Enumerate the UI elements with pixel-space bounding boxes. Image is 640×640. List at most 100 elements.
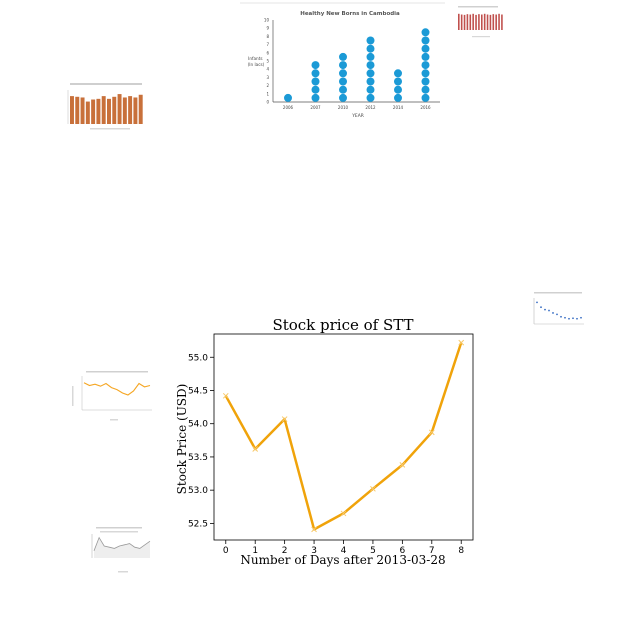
dot-chart-ylabel: Infants (In lacs): [248, 56, 265, 67]
brown-bar: [138, 94, 143, 124]
blue-scatter-svg: [533, 292, 584, 325]
red-bar-chart-title-glyph: [458, 6, 498, 8]
stock-price-marker-stroke: [281, 416, 288, 422]
stock-price-point: [399, 462, 406, 468]
dot-chart-dot: [421, 44, 430, 53]
dot-chart-dot: [366, 77, 375, 86]
dot-chart-dot: [311, 85, 320, 94]
orange-line-series: [83, 382, 151, 396]
blue-scatter-point: [576, 317, 578, 320]
main-chart-marks: [222, 339, 465, 533]
stock-price-point: [222, 392, 229, 399]
brown-bar: [75, 96, 80, 124]
stock-price-point: [370, 485, 376, 492]
x-tick-label: 5: [370, 546, 376, 556]
stock-price-marker-stroke: [399, 462, 406, 468]
dot-chart-x-tick-label: 2012: [365, 105, 376, 110]
red-bar-chart-svg: [458, 6, 503, 38]
dot-chart-dot: [311, 77, 320, 86]
brown-bar-chart-title-glyph: [70, 83, 142, 85]
x-tick-label: 3: [311, 546, 317, 556]
x-tick-label: 0: [223, 546, 229, 556]
stock-price-point: [458, 339, 465, 346]
brown-bar: [80, 97, 85, 124]
dot-chart-title: Healthy New Borns in Cambodia: [300, 11, 400, 17]
dot-chart-dot: [366, 52, 375, 61]
red-bar: [472, 13, 474, 31]
dot-chart-dot: [421, 28, 430, 37]
red-bar: [475, 14, 477, 30]
dot-chart-y-tick-label: 10: [264, 18, 270, 23]
orange-line-svg: [72, 371, 152, 421]
stock-price-point: [428, 429, 435, 436]
dot-chart-ylabel-line1: Infants: [248, 56, 262, 61]
red-bar: [481, 14, 483, 30]
dot-chart-dot: [339, 52, 347, 61]
main-stock-chart: Stock price of STT Number of Days after …: [170, 310, 480, 575]
main-stock-chart-svg: Stock price of STT Number of Days after …: [175, 316, 474, 567]
dot-chart-dot: [366, 36, 375, 45]
gray-line-title-glyph: [96, 527, 142, 529]
dot-chart-ylabel-line2: (In lacs): [248, 62, 265, 67]
dot-chart-dot: [421, 77, 430, 86]
x-tick-label: 7: [429, 546, 435, 556]
red-bar: [460, 14, 463, 30]
red-bar: [466, 14, 469, 30]
dot-chart-dot: [311, 93, 320, 102]
dot-chart-dot: [394, 93, 402, 102]
brown-bar: [112, 96, 117, 124]
stock-price-marker-stroke: [222, 392, 229, 399]
stock-price-marker-stroke: [252, 446, 259, 452]
dot-chart-x-tick-label: 2006: [283, 105, 294, 110]
brown-bar: [122, 97, 127, 124]
stock-price-series-line: [224, 342, 463, 531]
brown-bar-chart-svg: [67, 83, 143, 130]
dot-chart-dot: [421, 52, 430, 61]
dot-chart-dot: [421, 36, 430, 45]
dot-chart-dot: [339, 77, 347, 86]
dot-chart-y-tick-label: 6: [266, 50, 269, 55]
y-tick-label: 53.5: [188, 453, 208, 463]
brown-bar: [85, 101, 90, 124]
x-tick-label: 2: [282, 546, 288, 556]
blue-scatter-point: [568, 317, 570, 320]
dot-chart-y-tick-label: 1: [266, 91, 269, 96]
dot-chart-dot: [366, 69, 375, 78]
stock-price-marker-stroke: [370, 485, 376, 492]
dot-chart-dot: [339, 85, 347, 94]
x-tick-label: 6: [399, 546, 405, 556]
dot-chart-dot: [394, 85, 402, 94]
orange-line-xlabel-glyph: [110, 419, 118, 421]
dot-chart-dot: [421, 85, 430, 94]
dot-chart-x-tick-label: 2007: [310, 105, 321, 110]
red-bar: [483, 13, 486, 31]
brown-bar-chart-thumbnail: [62, 80, 152, 132]
dot-chart-dot: [421, 61, 430, 70]
brown-bar: [91, 99, 96, 124]
brown-bar-chart-xlabel-glyph: [90, 128, 130, 130]
red-bar: [489, 14, 492, 30]
brown-bar: [133, 97, 138, 124]
dot-chart-dot: [311, 61, 320, 70]
stock-price-point: [252, 446, 259, 452]
orange-line-title-glyph: [86, 371, 148, 373]
dot-chart-marks: 0 1 2 3 4 5 6 7 8 9 10 2006 2007 2010 2012 2014 2016: [264, 18, 440, 110]
main-chart-plot-frame: [213, 333, 474, 541]
dot-chart-dot: [421, 69, 430, 78]
blue-scatter-point: [548, 309, 550, 312]
y-tick-label: 52.5: [188, 519, 208, 529]
dot-chart-dot: [339, 61, 347, 70]
dot-chart-y-tick-label: 5: [266, 59, 269, 64]
gray-line-series: [93, 536, 151, 551]
stock-price-marker-stroke: [311, 526, 317, 533]
gray-line-thumbnail: [84, 524, 154, 576]
main-chart-xlabel: Number of Days after 2013-03-28: [240, 553, 445, 567]
blue-scatter-point: [560, 315, 562, 318]
dot-chart-x-tick-label: 2014: [393, 105, 404, 110]
dot-chart-y-tick-label: 0: [266, 100, 269, 105]
blue-scatter-point: [540, 306, 542, 309]
stock-price-marker-stroke: [458, 339, 465, 346]
dot-chart-dot: [366, 44, 375, 53]
dot-chart-dot: [366, 93, 375, 102]
red-bar-chart-xlabel-glyph: [472, 36, 490, 38]
